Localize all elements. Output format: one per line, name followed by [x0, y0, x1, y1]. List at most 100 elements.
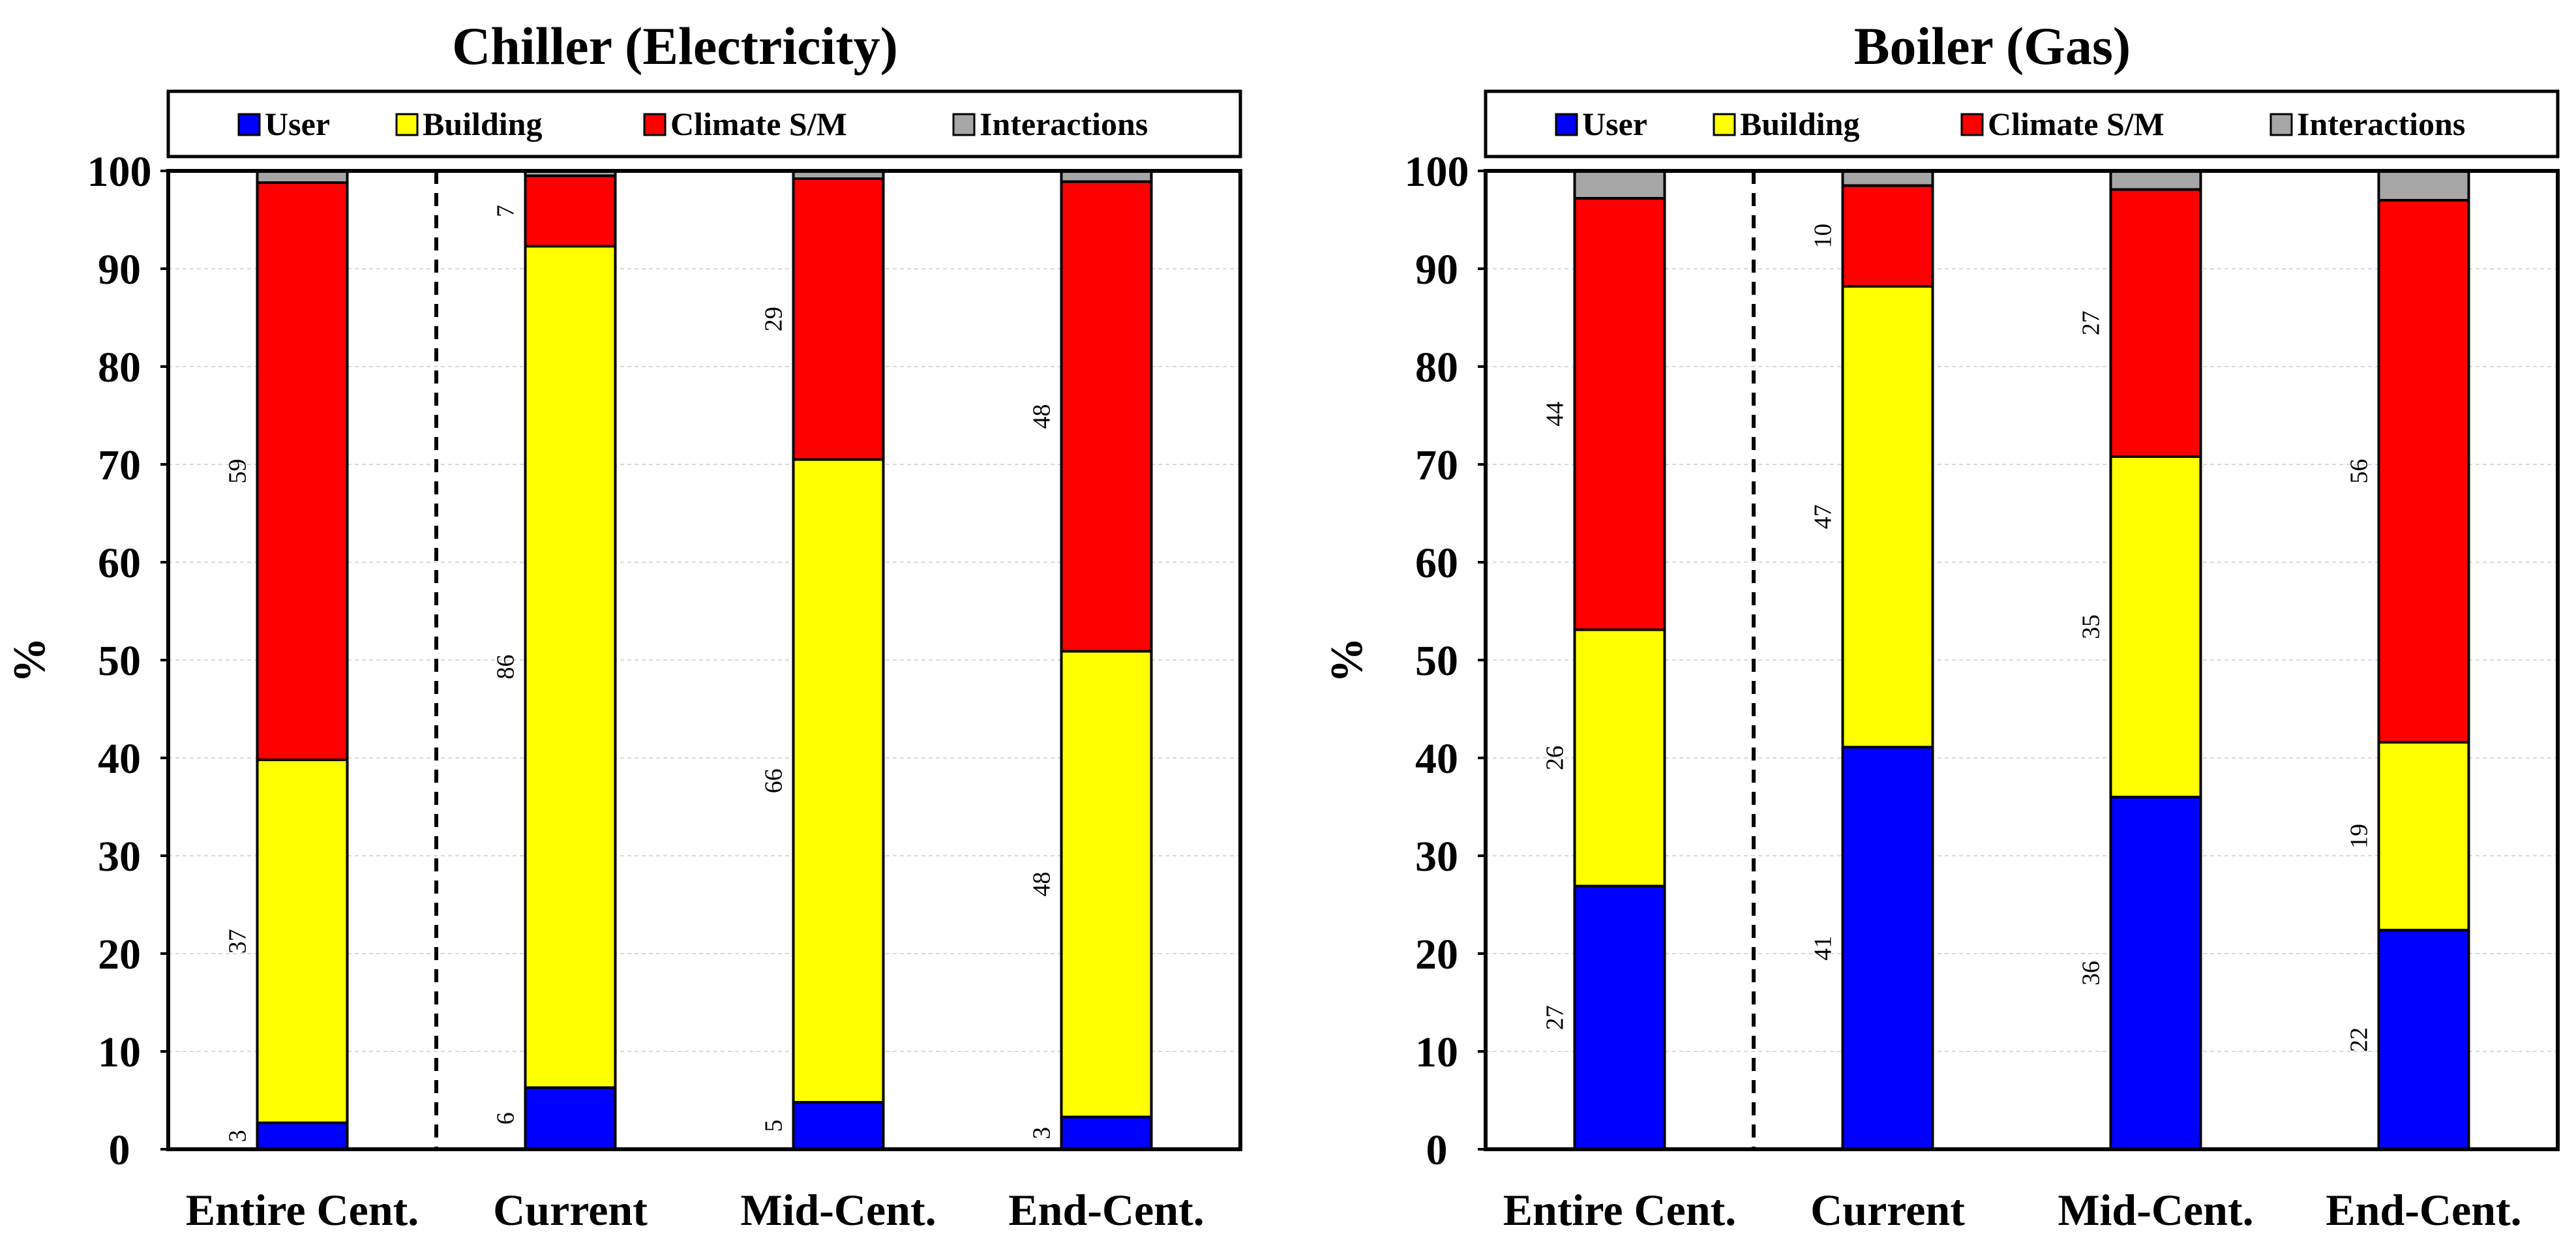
bar-user-mid-cent [2109, 796, 2202, 1151]
data-label-climate-s-m-current: 10 [1810, 224, 1837, 249]
data-label-user-entire-cent: 27 [1542, 1005, 1569, 1030]
y-tick-label: 80 [1415, 344, 1458, 391]
data-label-climate-s-m-mid-cent: 29 [760, 307, 788, 331]
legend-swatch-user [237, 113, 261, 136]
bar-climate-s-m-current [524, 174, 617, 248]
y-tick-label: 20 [1415, 931, 1458, 978]
x-category-label-current: Current [493, 1185, 648, 1235]
bar-building-current [1841, 285, 1934, 749]
data-label-user-current: 6 [492, 1112, 520, 1124]
legend-label-user: User [265, 106, 330, 142]
data-label-building-current: 86 [492, 655, 520, 680]
y-axis-label: % [1322, 637, 1372, 683]
y-tick-label: 30 [98, 833, 141, 881]
bar-building-current [524, 245, 617, 1089]
legend-swatch-climate-s-m [643, 113, 666, 136]
data-label-building-end-cent: 48 [1028, 872, 1056, 897]
y-tick-label: 40 [98, 735, 141, 783]
legend-swatch-user [1555, 113, 1578, 136]
data-label-building-mid-cent: 35 [2078, 614, 2105, 639]
y-tick-label: 70 [1415, 442, 1458, 489]
bar-user-mid-cent [792, 1101, 885, 1151]
legend-label-interactions: Interactions [2297, 106, 2465, 142]
bar-building-entire-cent [256, 759, 349, 1124]
bar-user-current [524, 1086, 617, 1151]
legend-swatch-climate-s-m [1960, 113, 1984, 136]
bar-building-entire-cent [1573, 628, 1666, 888]
data-label-user-end-cent: 3 [1028, 1127, 1056, 1139]
legend-label-building: Building [1740, 106, 1859, 142]
y-tick-label: 60 [1415, 539, 1458, 587]
bar-interactions-entire-cent [1573, 170, 1666, 200]
y-axis-label: % [5, 637, 55, 683]
legend-swatch-interactions [952, 113, 976, 136]
y-tick-label: 100 [87, 148, 152, 196]
y-tick-label: 70 [98, 442, 141, 489]
data-label-building-entire-cent: 37 [224, 929, 252, 954]
y-tick-label: 10 [1415, 1029, 1458, 1076]
x-category-label-end-cent: End-Cent. [2326, 1185, 2521, 1235]
data-label-user-current: 41 [1810, 936, 1837, 961]
bar-climate-s-m-entire-cent [256, 181, 349, 761]
data-label-building-entire-cent: 26 [1542, 746, 1569, 770]
y-tick-label: 90 [1415, 246, 1458, 294]
bar-building-end-cent [2377, 741, 2470, 931]
data-label-building-mid-cent: 66 [760, 768, 788, 793]
legend-label-climate-s-m: Climate S/M [670, 106, 847, 142]
x-category-label-mid-cent: Mid-Cent. [2058, 1185, 2253, 1235]
y-tick-label: 50 [1415, 637, 1458, 685]
legend-swatch-interactions [2269, 113, 2293, 136]
bar-climate-s-m-mid-cent [792, 177, 885, 461]
y-tick-label: 10 [98, 1029, 141, 1076]
legend-swatch-building [395, 113, 419, 136]
data-label-climate-s-m-end-cent: 48 [1028, 404, 1056, 429]
bar-user-entire-cent [256, 1121, 349, 1151]
data-label-climate-s-m-entire-cent: 44 [1542, 402, 1569, 427]
data-label-user-mid-cent: 5 [760, 1120, 788, 1132]
y-tick-label: 90 [98, 246, 141, 294]
bar-climate-s-m-mid-cent [2109, 188, 2202, 458]
y-tick-label: 30 [1415, 833, 1458, 881]
data-label-building-end-cent: 19 [2346, 824, 2373, 849]
bar-climate-s-m-end-cent [2377, 199, 2470, 744]
y-tick-label: 60 [98, 539, 141, 587]
chart-panel-chiller: Chiller (Electricity) User Building Climate… [5, 16, 1242, 1235]
bar-user-end-cent [2377, 929, 2470, 1151]
data-label-climate-s-m-current: 7 [492, 205, 520, 217]
bar-interactions-mid-cent [2109, 170, 2202, 191]
bar-interactions-current [1841, 170, 1934, 187]
y-tick-label: 80 [98, 344, 141, 391]
bar-building-mid-cent [2109, 455, 2202, 798]
bar-building-mid-cent [792, 458, 885, 1104]
legend-label-user: User [1582, 106, 1647, 142]
bar-building-end-cent [1060, 650, 1153, 1119]
chart-title: Chiller (Electricity) [452, 16, 898, 76]
bar-user-current [1841, 746, 1934, 1151]
data-label-user-end-cent: 22 [2346, 1027, 2373, 1052]
legend-box [1484, 89, 2560, 158]
y-tick-label: 40 [1415, 735, 1458, 783]
bar-user-end-cent [1060, 1115, 1153, 1151]
bar-climate-s-m-current [1841, 184, 1934, 288]
y-tick-label: 0 [1426, 1126, 1448, 1174]
data-label-climate-s-m-entire-cent: 59 [224, 459, 252, 484]
y-tick-label: 20 [98, 931, 141, 978]
y-tick-label: 100 [1405, 148, 1469, 196]
data-label-user-mid-cent: 36 [2078, 961, 2105, 986]
data-label-building-current: 47 [1810, 504, 1837, 529]
x-category-label-entire-cent: Entire Cent. [1503, 1185, 1737, 1235]
legend-label-climate-s-m: Climate S/M [1988, 106, 2164, 142]
bar-interactions-end-cent [2377, 170, 2470, 202]
chart-title: Boiler (Gas) [1854, 16, 2131, 76]
x-category-label-entire-cent: Entire Cent. [186, 1185, 419, 1235]
legend-label-building: Building [423, 106, 542, 142]
y-tick-label: 0 [109, 1126, 130, 1174]
bar-climate-s-m-end-cent [1060, 180, 1153, 653]
data-label-climate-s-m-mid-cent: 27 [2078, 310, 2105, 335]
x-category-label-mid-cent: Mid-Cent. [740, 1185, 936, 1235]
x-category-label-end-cent: End-Cent. [1008, 1185, 1204, 1235]
chart-panel-boiler: Boiler (Gas) User Building Climate S/M Inter… [1322, 16, 2560, 1235]
data-label-climate-s-m-end-cent: 56 [2346, 459, 2373, 484]
